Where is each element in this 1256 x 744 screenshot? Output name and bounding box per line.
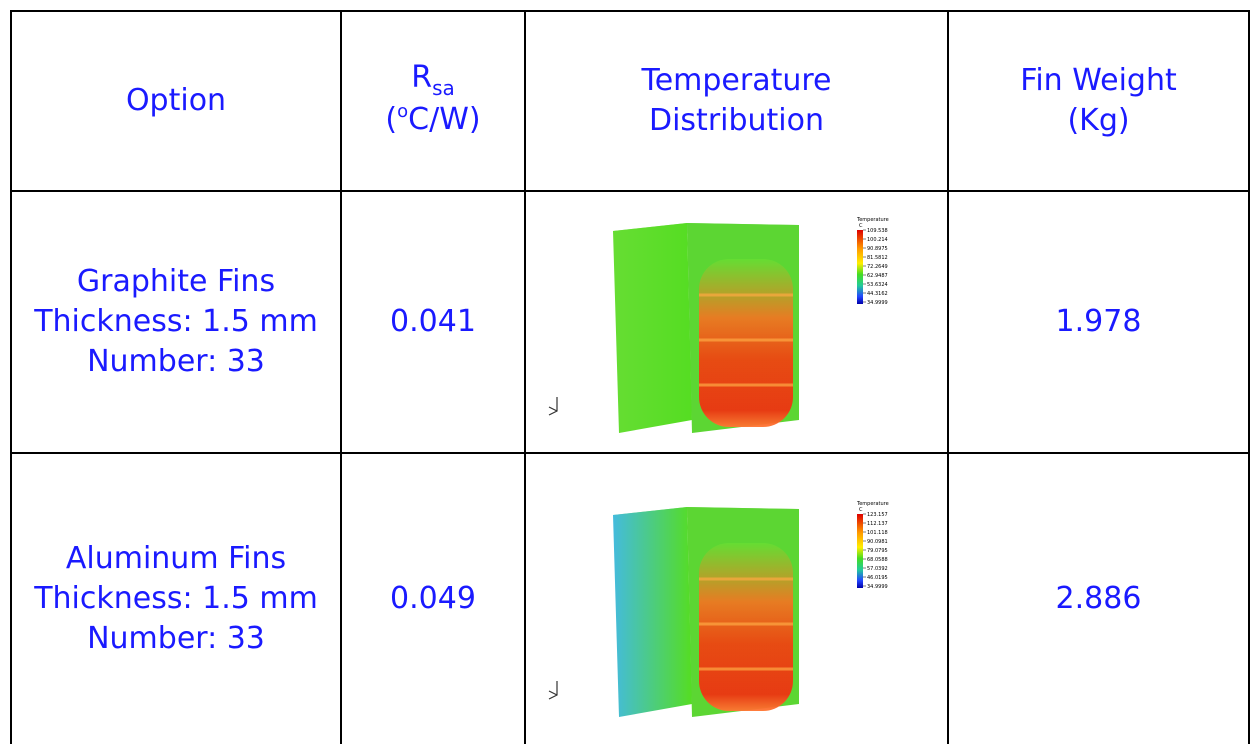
legend-colorbar <box>856 514 863 588</box>
option-number: Number: 33 <box>87 621 265 656</box>
axis-triad-icon <box>548 681 558 700</box>
legend-value: 112.137 <box>867 521 888 527</box>
temperature-image-cell: Temperature C 109.538 100.214 90.8975 81.5812… <box>524 190 949 454</box>
rsa-unit-rest: C/W) <box>408 102 481 137</box>
weight-value: 1.978 <box>1055 304 1142 339</box>
hot-region <box>698 543 793 711</box>
table-row: Graphite Fins Thickness: 1.5 mm Number: … <box>10 190 1250 454</box>
legend-value: 109.538 <box>867 228 888 234</box>
temperature-image-cell: Temperature C 123.157 112.137 101.118 90.0981… <box>524 452 949 744</box>
axis-triad-icon <box>548 397 558 416</box>
legend-value: 90.8975 <box>867 246 888 252</box>
header-option: Option <box>10 10 342 192</box>
legend-value: 72.2649 <box>867 264 888 270</box>
option-name: Graphite Fins <box>76 264 276 299</box>
rsa-unit-degree: o <box>397 101 409 122</box>
legend-value: 34.9999 <box>867 300 888 306</box>
option-number: Number: 33 <box>87 344 265 379</box>
header-row: Option Rsa (oC/W) Temperature Distributi… <box>10 10 1250 192</box>
rsa-cell: 0.041 <box>340 190 526 454</box>
option-thickness: Thickness: 1.5 mm <box>34 304 318 339</box>
legend-value: 34.9999 <box>867 584 888 590</box>
legend-value: 62.9487 <box>867 273 888 279</box>
legend-value: 101.118 <box>867 530 888 536</box>
option-thickness: Thickness: 1.5 mm <box>34 581 318 616</box>
legend-value: 68.0588 <box>867 557 888 563</box>
header-weight: Fin Weight (Kg) <box>947 10 1250 192</box>
header-temp-line1: Temperature <box>641 63 832 98</box>
legend-title: Temperature <box>856 501 889 507</box>
legend-unit: C <box>859 507 863 513</box>
table-row: Aluminum Fins Thickness: 1.5 mm Number: … <box>10 452 1250 744</box>
heatsink-side-face <box>612 223 692 433</box>
legend-value: 123.157 <box>867 512 888 518</box>
weight-cell: 2.886 <box>947 452 1250 744</box>
legend-title: Temperature <box>856 217 889 223</box>
rsa-value: 0.049 <box>390 581 476 616</box>
weight-cell: 1.978 <box>947 190 1250 454</box>
heatsink-side-face <box>612 507 692 717</box>
rsa-main: R <box>411 60 433 95</box>
legend-value: 100.214 <box>867 237 888 243</box>
legend-value: 57.0392 <box>867 566 888 572</box>
legend-unit: C <box>859 223 863 229</box>
option-cell: Graphite Fins Thickness: 1.5 mm Number: … <box>10 190 342 454</box>
legend-value: 44.3162 <box>867 291 888 297</box>
legend-value: 46.0195 <box>867 575 888 581</box>
option-cell: Aluminum Fins Thickness: 1.5 mm Number: … <box>10 452 342 744</box>
comparison-table: Option Rsa (oC/W) Temperature Distributi… <box>10 10 1250 744</box>
legend-colorbar <box>856 230 863 304</box>
rsa-value: 0.041 <box>390 304 476 339</box>
rsa-cell: 0.049 <box>340 452 526 744</box>
legend-value: 90.0981 <box>867 539 888 545</box>
header-option-label: Option <box>125 83 227 118</box>
header-rsa: Rsa (oC/W) <box>340 10 526 192</box>
rsa-symbol: Rsa <box>342 58 524 100</box>
rsa-subscript: sa <box>432 76 455 100</box>
legend-value: 81.5812 <box>867 255 888 261</box>
hot-region <box>698 259 793 427</box>
rsa-unit-open: ( <box>385 102 398 137</box>
header-weight-line2: (Kg) <box>1067 103 1130 138</box>
header-temperature: Temperature Distribution <box>524 10 949 192</box>
rsa-unit: (oC/W) <box>342 100 524 144</box>
header-weight-line1: Fin Weight <box>1020 63 1177 98</box>
legend-value: 53.6324 <box>867 282 888 288</box>
option-name: Aluminum Fins <box>65 541 287 576</box>
header-temp-line2: Distribution <box>648 103 825 138</box>
legend-value: 79.0795 <box>867 548 888 554</box>
weight-value: 2.886 <box>1055 581 1142 616</box>
